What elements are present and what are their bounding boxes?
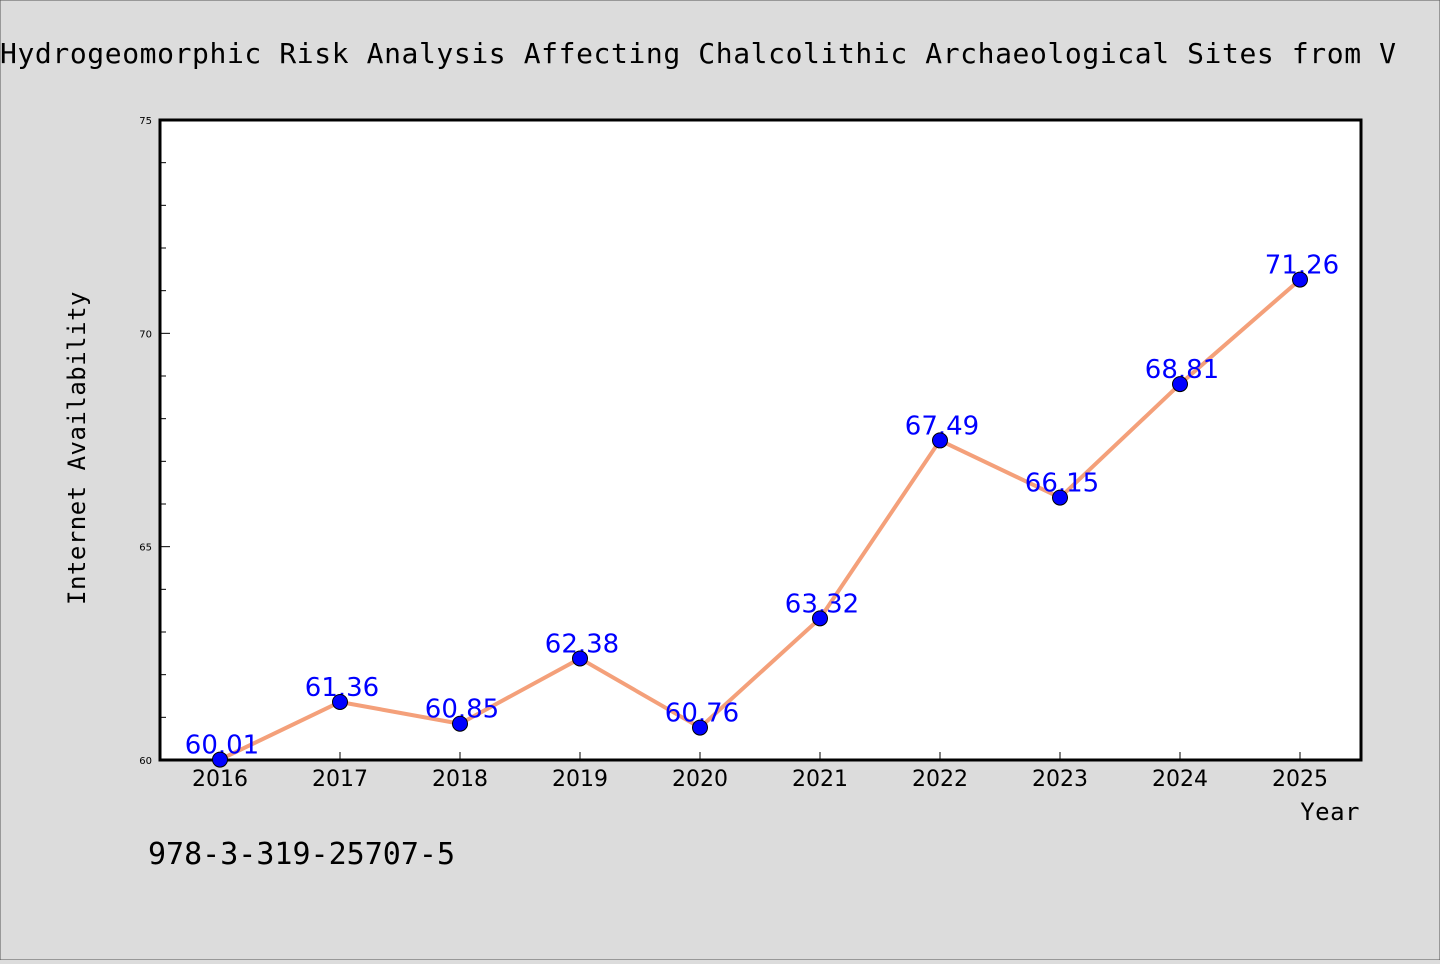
x-tick-label: 2020 [672,767,728,792]
x-tick-label: 2023 [1032,767,1088,792]
isbn-text: 978-3-319-25707-5 [148,837,455,872]
x-tick-label: 2024 [1152,767,1208,792]
data-point [1172,376,1188,393]
data-point [932,432,948,449]
series-layer: 60.0161.3660.8562.3860.7663.3267.4966.15… [185,251,1339,768]
data-point [1052,489,1068,506]
y-tick-label: 75 [139,116,152,127]
data-point [692,719,708,736]
x-tick-label: 2018 [432,767,488,792]
series-line [218,277,1302,762]
x-tick-label: 2019 [552,767,608,792]
plot-area [158,118,1363,762]
x-tick-label: 2025 [1272,767,1328,792]
x-axis-label: Year [1300,798,1360,826]
y-tick-label: 60 [139,756,152,767]
chart-title: Hydrogeomorphic Risk Analysis Affecting … [0,37,1397,70]
data-point [572,650,588,667]
data-point [212,751,228,768]
x-axis-ticks: 2016 2017 2018 2019 2020 2021 2022 2023 2024 2025 [192,752,1328,792]
y-tick-label: 65 [139,543,152,554]
data-point [812,610,828,627]
x-tick-label: 2021 [792,767,848,792]
y-axis-label: Internet Availability [63,291,91,605]
y-tick-label: 70 [139,329,152,340]
x-tick-label: 2016 [192,767,248,792]
x-tick-label: 2017 [312,767,368,792]
data-point [332,693,348,710]
x-tick-label: 2022 [912,767,968,792]
data-point [452,715,468,732]
data-point [1292,271,1308,288]
y-axis-ticks: 60 65 70 75 [139,116,170,767]
